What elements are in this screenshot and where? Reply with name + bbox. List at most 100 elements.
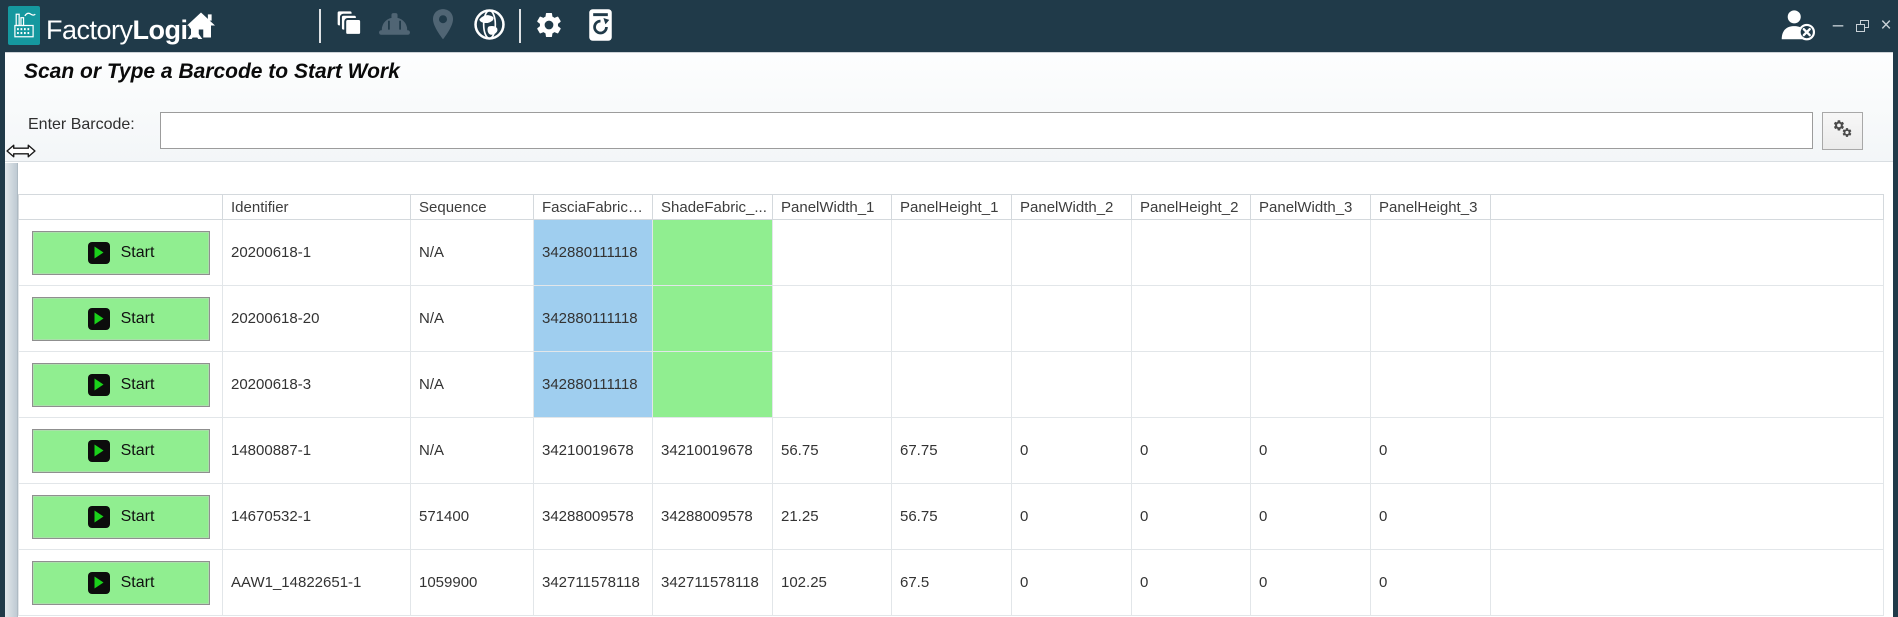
- home-button[interactable]: [184, 0, 218, 52]
- table-row: Start AAW1_14822651-1 1059900 3427115781…: [18, 549, 1884, 616]
- device-sync-button[interactable]: [583, 0, 617, 52]
- hard-hat-button[interactable]: [375, 0, 413, 52]
- cell-fasciafabric: 342880111118: [533, 219, 653, 286]
- header-shadefabric[interactable]: ShadeFabric_...: [652, 194, 773, 220]
- cell-sequence: N/A: [410, 417, 534, 484]
- cell-panelheight-3: 0: [1370, 417, 1491, 484]
- cell-shadefabric: 342711578118: [652, 549, 773, 616]
- close-button[interactable]: ×: [1875, 0, 1897, 52]
- cell-start: Start: [18, 483, 223, 550]
- header-row: Identifier Sequence FasciaFabric_PN Shad…: [18, 194, 1884, 220]
- brand-wordmark: FactoryLogix™: [46, 0, 211, 52]
- start-button[interactable]: Start: [32, 230, 210, 275]
- cell-panelheight-1: [891, 285, 1012, 352]
- barcode-input[interactable]: [160, 112, 1813, 149]
- cell-panelheight-1: 67.5: [891, 549, 1012, 616]
- cell-panelwidth-3: [1250, 351, 1371, 418]
- user-signout-button[interactable]: [1776, 0, 1818, 52]
- cell-shadefabric: [652, 351, 773, 418]
- cell-filler: [1490, 219, 1884, 286]
- barcode-section: Scan or Type a Barcode to Start Work Ent…: [5, 53, 1893, 162]
- cell-panelheight-2: 0: [1131, 417, 1251, 484]
- cell-sequence: N/A: [410, 285, 534, 352]
- globe-button[interactable]: [470, 0, 508, 52]
- cell-panelheight-2: 0: [1131, 483, 1251, 550]
- start-button[interactable]: Start: [32, 494, 210, 539]
- cell-filler: [1490, 285, 1884, 352]
- cell-panelwidth-1: 56.75: [772, 417, 892, 484]
- cell-start: Start: [18, 351, 223, 418]
- restore-button[interactable]: [1850, 0, 1874, 52]
- header-panelwidth-3[interactable]: PanelWidth_3: [1250, 194, 1371, 220]
- cell-panelwidth-2: 0: [1011, 549, 1132, 616]
- barcode-settings-button[interactable]: [1822, 112, 1863, 150]
- cell-shadefabric: 34288009578: [652, 483, 773, 550]
- header-fasciafabric-pn[interactable]: FasciaFabric_PN: [533, 194, 653, 220]
- cell-identifier: 20200618-3: [222, 351, 411, 418]
- cell-panelwidth-1: 21.25: [772, 483, 892, 550]
- cell-panelwidth-1: 102.25: [772, 549, 892, 616]
- header-sequence[interactable]: Sequence: [410, 194, 534, 220]
- header-panelheight-2[interactable]: PanelHeight_2: [1131, 194, 1251, 220]
- header-identifier[interactable]: Identifier: [222, 194, 411, 220]
- cell-filler: [1490, 351, 1884, 418]
- cell-filler: [1490, 483, 1884, 550]
- toolbar-divider: [519, 9, 521, 43]
- table-row: Start 20200618-20 N/A 342880111118: [18, 285, 1884, 352]
- barcode-label: Enter Barcode:: [28, 116, 135, 133]
- page-title: Scan or Type a Barcode to Start Work: [24, 60, 400, 83]
- location-pin-icon: [431, 8, 455, 44]
- table-row: Start 14670532-1 571400 34288009578 3428…: [18, 483, 1884, 550]
- work-orders-table: Identifier Sequence FasciaFabric_PN Shad…: [18, 194, 1884, 616]
- cell-identifier: AAW1_14822651-1: [222, 549, 411, 616]
- start-button[interactable]: Start: [32, 428, 210, 473]
- start-button[interactable]: Start: [32, 296, 210, 341]
- cell-sequence: 571400: [410, 483, 534, 550]
- titlebar: FactoryLogix™: [0, 0, 1898, 52]
- header-panelwidth-1[interactable]: PanelWidth_1: [772, 194, 892, 220]
- hard-hat-icon: [378, 11, 411, 41]
- factorylogix-logo-icon: [8, 6, 40, 45]
- cell-start: Start: [18, 285, 223, 352]
- header-start: [18, 194, 223, 220]
- cell-panelwidth-2: [1011, 219, 1132, 286]
- cell-panelwidth-1: [772, 285, 892, 352]
- cell-panelwidth-2: [1011, 285, 1132, 352]
- settings-button[interactable]: [531, 0, 567, 52]
- header-filler: [1490, 194, 1884, 220]
- home-icon: [186, 11, 216, 42]
- cell-panelwidth-3: 0: [1250, 549, 1371, 616]
- cell-fasciafabric: 342711578118: [533, 549, 653, 616]
- cell-shadefabric: [652, 285, 773, 352]
- cell-start: Start: [18, 417, 223, 484]
- cell-panelheight-1: 56.75: [891, 483, 1012, 550]
- header-panelheight-1[interactable]: PanelHeight_1: [891, 194, 1012, 220]
- cell-panelheight-2: [1131, 285, 1251, 352]
- resize-cursor-icon: [6, 142, 36, 165]
- start-button[interactable]: Start: [32, 362, 210, 407]
- cell-panelheight-1: [891, 219, 1012, 286]
- cell-panelwidth-3: 0: [1250, 483, 1371, 550]
- cell-shadefabric: [652, 219, 773, 286]
- settings-gear-icon: [534, 10, 564, 43]
- cell-identifier: 20200618-20: [222, 285, 411, 352]
- play-icon: [87, 571, 110, 594]
- minimize-button[interactable]: –: [1827, 0, 1849, 52]
- cell-panelheight-3: [1370, 351, 1491, 418]
- header-panelheight-3[interactable]: PanelHeight_3: [1370, 194, 1491, 220]
- cell-panelheight-2: [1131, 219, 1251, 286]
- left-gutter: [5, 163, 18, 617]
- cell-sequence: N/A: [410, 219, 534, 286]
- brand-logix: Logix: [132, 15, 203, 45]
- globe-icon: [473, 8, 506, 44]
- location-pin-button[interactable]: [429, 0, 457, 52]
- header-panelwidth-2[interactable]: PanelWidth_2: [1011, 194, 1132, 220]
- start-button[interactable]: Start: [32, 560, 210, 605]
- cell-shadefabric: 34210019678: [652, 417, 773, 484]
- play-icon: [87, 241, 110, 264]
- cell-panelwidth-2: [1011, 351, 1132, 418]
- brand-factory: Factory: [46, 15, 133, 45]
- copy-pages-button[interactable]: [330, 0, 368, 52]
- cell-identifier: 20200618-1: [222, 219, 411, 286]
- cell-panelheight-2: [1131, 351, 1251, 418]
